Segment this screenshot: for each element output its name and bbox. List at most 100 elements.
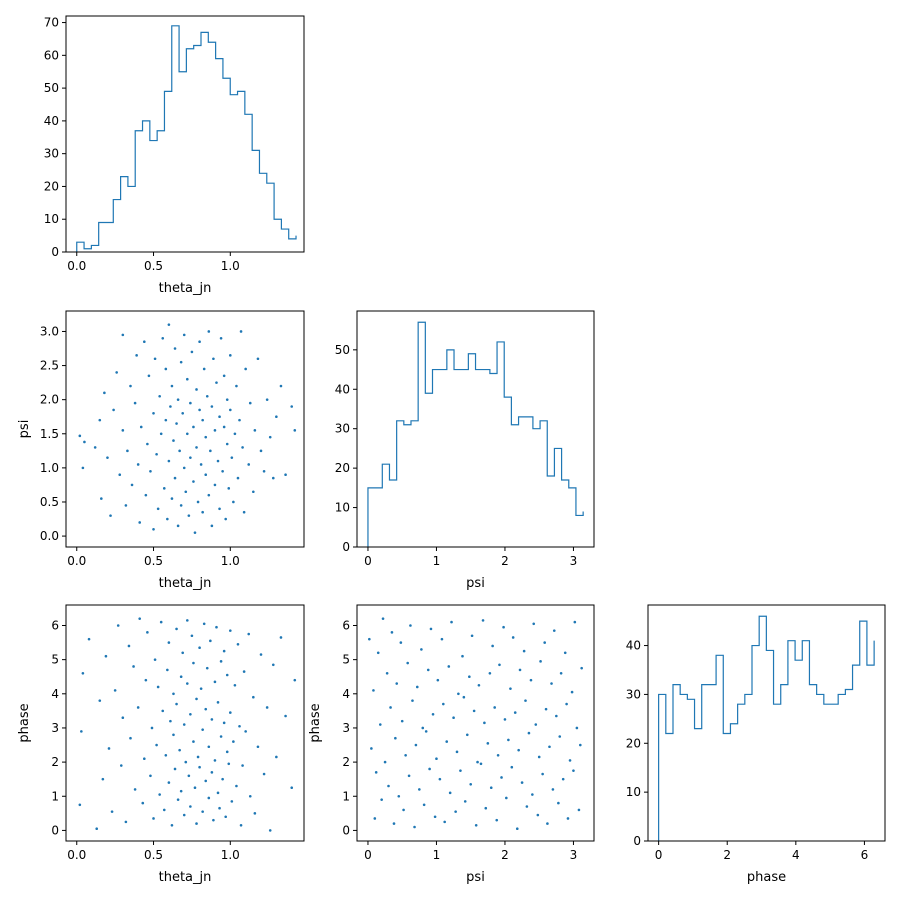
data-point	[210, 771, 214, 774]
data-point	[253, 429, 257, 432]
data-point	[248, 794, 252, 798]
data-point	[541, 772, 544, 776]
data-point	[551, 788, 555, 791]
data-point	[170, 384, 174, 388]
data-point	[233, 432, 237, 436]
data-point	[196, 500, 200, 504]
data-point	[176, 798, 180, 801]
data-point	[218, 806, 221, 810]
data-point	[207, 330, 211, 333]
data-point	[81, 672, 85, 675]
data-point	[248, 401, 252, 405]
data-point	[472, 709, 476, 713]
data-point	[224, 517, 227, 521]
data-point	[192, 740, 195, 743]
data-point	[415, 685, 419, 689]
data-point	[95, 827, 99, 830]
y-tick-label: 30	[44, 147, 59, 161]
data-point	[489, 786, 493, 790]
x-axis-label: theta_jn	[159, 281, 212, 296]
data-point	[164, 753, 168, 757]
data-point	[192, 661, 195, 665]
data-point	[184, 760, 188, 764]
data-point	[465, 733, 469, 737]
data-point	[395, 682, 399, 685]
y-tick-label: 3	[51, 721, 59, 735]
data-point	[113, 689, 117, 692]
data-point	[138, 617, 141, 620]
data-point	[509, 687, 512, 690]
data-point	[445, 740, 449, 743]
data-point	[175, 702, 178, 706]
data-point	[468, 675, 471, 679]
data-point	[179, 675, 183, 679]
panel-scatter_theta_jn_phase: 0.0 0.5 1.0 0 1 2 3 4 5 6 theta_jn phase	[17, 604, 305, 885]
data-point	[481, 619, 485, 622]
data-point	[275, 415, 278, 419]
data-point	[175, 627, 178, 631]
data-point	[210, 524, 214, 528]
data-point	[216, 701, 220, 704]
data-point	[431, 712, 435, 716]
data-point	[447, 665, 451, 668]
data-point	[238, 418, 241, 422]
data-point	[126, 449, 129, 453]
data-point	[507, 738, 510, 742]
data-point	[225, 750, 229, 754]
x-axis-label: psi	[466, 576, 485, 591]
data-point	[202, 367, 206, 371]
data-point	[146, 442, 149, 446]
data-point	[229, 354, 232, 357]
data-point	[383, 760, 387, 764]
y-tick-label: 1.0	[40, 461, 59, 475]
data-point	[124, 820, 128, 824]
data-point	[144, 493, 148, 497]
y-tick-label: 70	[44, 16, 59, 30]
data-point	[543, 641, 546, 644]
data-point	[532, 622, 536, 626]
data-point	[284, 473, 287, 477]
data-point	[232, 500, 235, 504]
data-point	[426, 668, 430, 672]
y-tick-label: 3.0	[40, 324, 59, 338]
data-point	[225, 398, 229, 401]
data-point	[241, 764, 244, 767]
y-tick-label: 4	[342, 687, 350, 701]
data-point	[491, 644, 494, 648]
axes-frame	[65, 15, 305, 253]
y-tick-label: 60	[44, 48, 59, 62]
data-point	[418, 788, 421, 791]
data-point	[452, 716, 455, 720]
data-point	[187, 774, 191, 778]
data-point	[178, 449, 181, 453]
y-tick-label: 1.5	[40, 427, 59, 441]
data-point	[259, 653, 263, 656]
data-point	[198, 408, 201, 412]
data-point	[164, 418, 168, 422]
y-tick-label: 50	[335, 343, 350, 357]
data-point	[133, 401, 137, 405]
scatter-points	[78, 323, 297, 534]
y-tick-label: 2	[342, 755, 350, 769]
data-point	[236, 642, 240, 646]
data-point	[218, 415, 221, 419]
data-point	[450, 620, 453, 624]
y-tick-label: 1	[342, 789, 350, 803]
data-point	[435, 757, 438, 760]
data-point	[566, 817, 570, 820]
data-point	[136, 706, 140, 709]
data-point	[429, 627, 433, 631]
data-point	[199, 687, 203, 690]
data-point	[527, 731, 531, 735]
data-point	[413, 825, 416, 829]
data-point	[209, 449, 212, 453]
data-point	[477, 683, 481, 687]
y-tick-label: 2.5	[40, 359, 59, 373]
histogram-step	[76, 25, 297, 252]
data-point	[488, 672, 492, 675]
data-point	[271, 663, 275, 667]
data-point	[80, 730, 83, 733]
data-point	[275, 755, 278, 759]
y-tick-label: 20	[335, 461, 350, 475]
data-point	[138, 521, 141, 524]
